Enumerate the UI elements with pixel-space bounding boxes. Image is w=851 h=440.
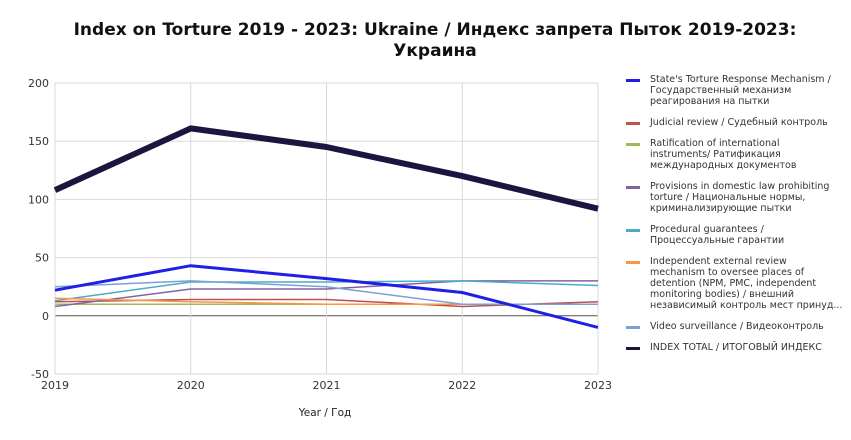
legend-item: Procedural guarantees / Процессуальные г…	[626, 224, 848, 246]
legend-label: INDEX TOTAL / ИТОГОВЫЙ ИНДЕКС	[650, 342, 822, 353]
legend-item: Ratification of international instrument…	[626, 138, 848, 171]
x-tick-label: 2022	[448, 379, 476, 392]
x-tick-label: 2020	[177, 379, 205, 392]
x-tick-label: 2019	[41, 379, 69, 392]
series-line-5	[54, 280, 599, 302]
legend-swatch	[626, 261, 640, 264]
legend-label: Independent external review mechanism to…	[650, 256, 843, 311]
y-tick-label: 0	[42, 310, 49, 323]
legend-swatch	[626, 143, 640, 146]
y-tick-label: 100	[28, 193, 49, 206]
legend-label: Video surveillance / Видеоконтроль	[650, 321, 824, 332]
legend-swatch	[626, 347, 640, 350]
x-tick-label: 2023	[584, 379, 612, 392]
x-tick-label: 2021	[313, 379, 341, 392]
legend-label: Judicial review / Судебный контроль	[650, 117, 828, 128]
legend-item: Independent external review mechanism to…	[626, 256, 848, 311]
legend-label: Procedural guarantees / Процессуальные г…	[650, 224, 785, 246]
legend-item: Judicial review / Судебный контроль	[626, 117, 848, 128]
series-line-8	[53, 125, 599, 212]
legend-swatch	[626, 326, 640, 329]
legend-item: Provisions in domestic law prohibiting t…	[626, 181, 848, 214]
x-axis-label: Year / Год	[298, 407, 352, 419]
legend-label: Provisions in domestic law prohibiting t…	[650, 181, 830, 214]
legend-swatch	[626, 122, 640, 125]
series-line-1	[54, 264, 599, 329]
line-chart: -50 0 50 100 150 200 2019 2020 2021 2022 2023	[28, 77, 612, 392]
y-tick-label: -50	[31, 368, 49, 381]
chart-title: Index on Torture 2019 - 2023: Ukraine / …	[0, 20, 851, 62]
legend-item: Video surveillance / Видеоконтроль	[626, 321, 848, 332]
legend-label: State's Torture Response Mechanism / Гос…	[650, 74, 831, 107]
chart-legend: State's Torture Response Mechanism / Гос…	[626, 74, 848, 363]
chart-title-line-1: Index on Torture 2019 - 2023: Ukraine / …	[73, 20, 797, 40]
chart-title-line-2: Украина	[393, 41, 477, 61]
series-line-4	[54, 280, 598, 308]
legend-swatch	[626, 79, 640, 82]
legend-item: INDEX TOTAL / ИТОГОВЫЙ ИНДЕКС	[626, 342, 848, 353]
y-tick-label: 200	[28, 77, 49, 90]
y-tick-label: 50	[35, 252, 49, 265]
y-tick-label: 150	[28, 135, 49, 148]
legend-label: Ratification of international instrument…	[650, 138, 797, 171]
legend-swatch	[626, 229, 640, 232]
legend-swatch	[626, 186, 640, 189]
legend-item: State's Torture Response Mechanism / Гос…	[626, 74, 848, 107]
